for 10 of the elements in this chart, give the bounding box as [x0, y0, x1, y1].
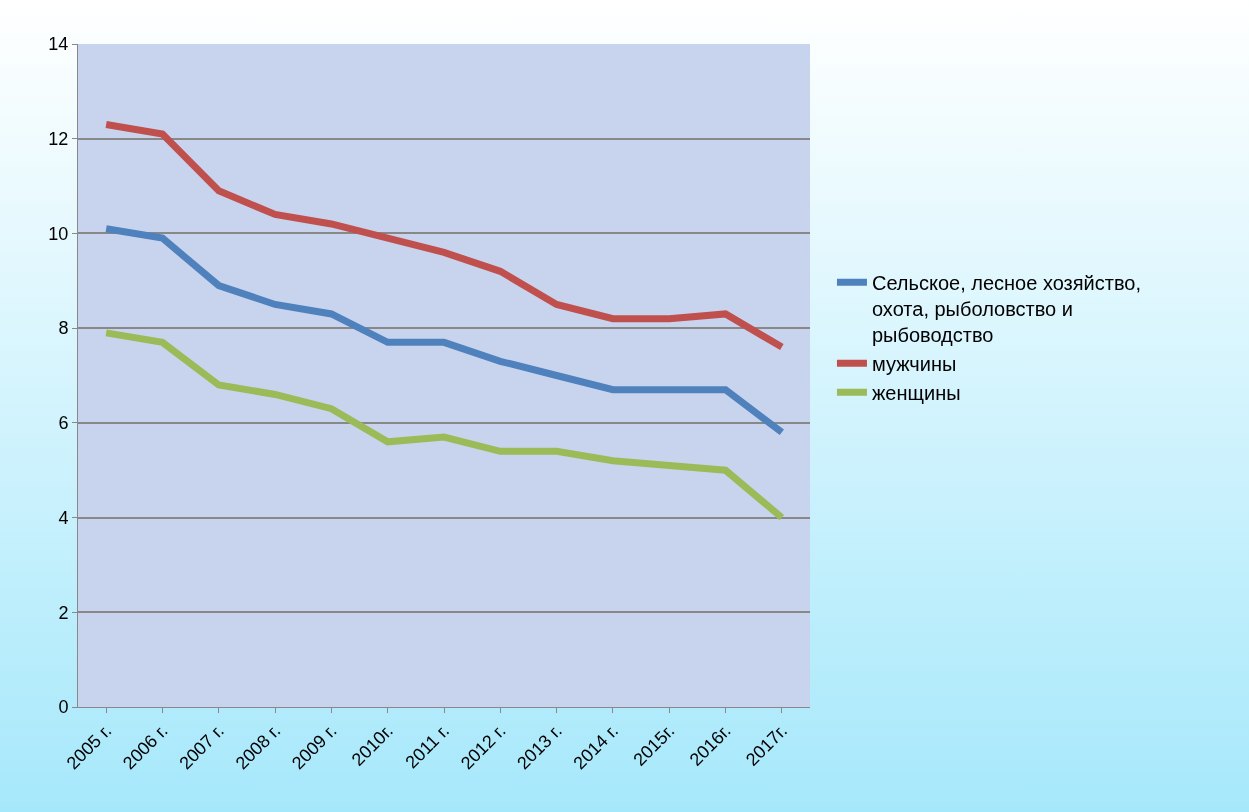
legend-label: мужчины	[871, 353, 957, 376]
y-tick-label: 10	[48, 223, 69, 244]
y-tick-label: 0	[58, 697, 69, 718]
y-tick-label: 2	[58, 602, 69, 623]
y-tick-label: 6	[58, 413, 69, 434]
y-tick-label: 12	[48, 129, 69, 150]
legend-label: женщины	[871, 382, 961, 405]
y-tick-label: 14	[48, 34, 69, 55]
y-tick-label: 8	[58, 318, 69, 339]
y-tick-label: 4	[58, 507, 69, 528]
